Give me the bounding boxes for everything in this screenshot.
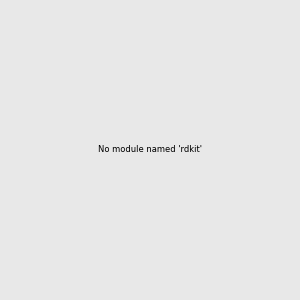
Text: No module named 'rdkit': No module named 'rdkit': [98, 146, 202, 154]
